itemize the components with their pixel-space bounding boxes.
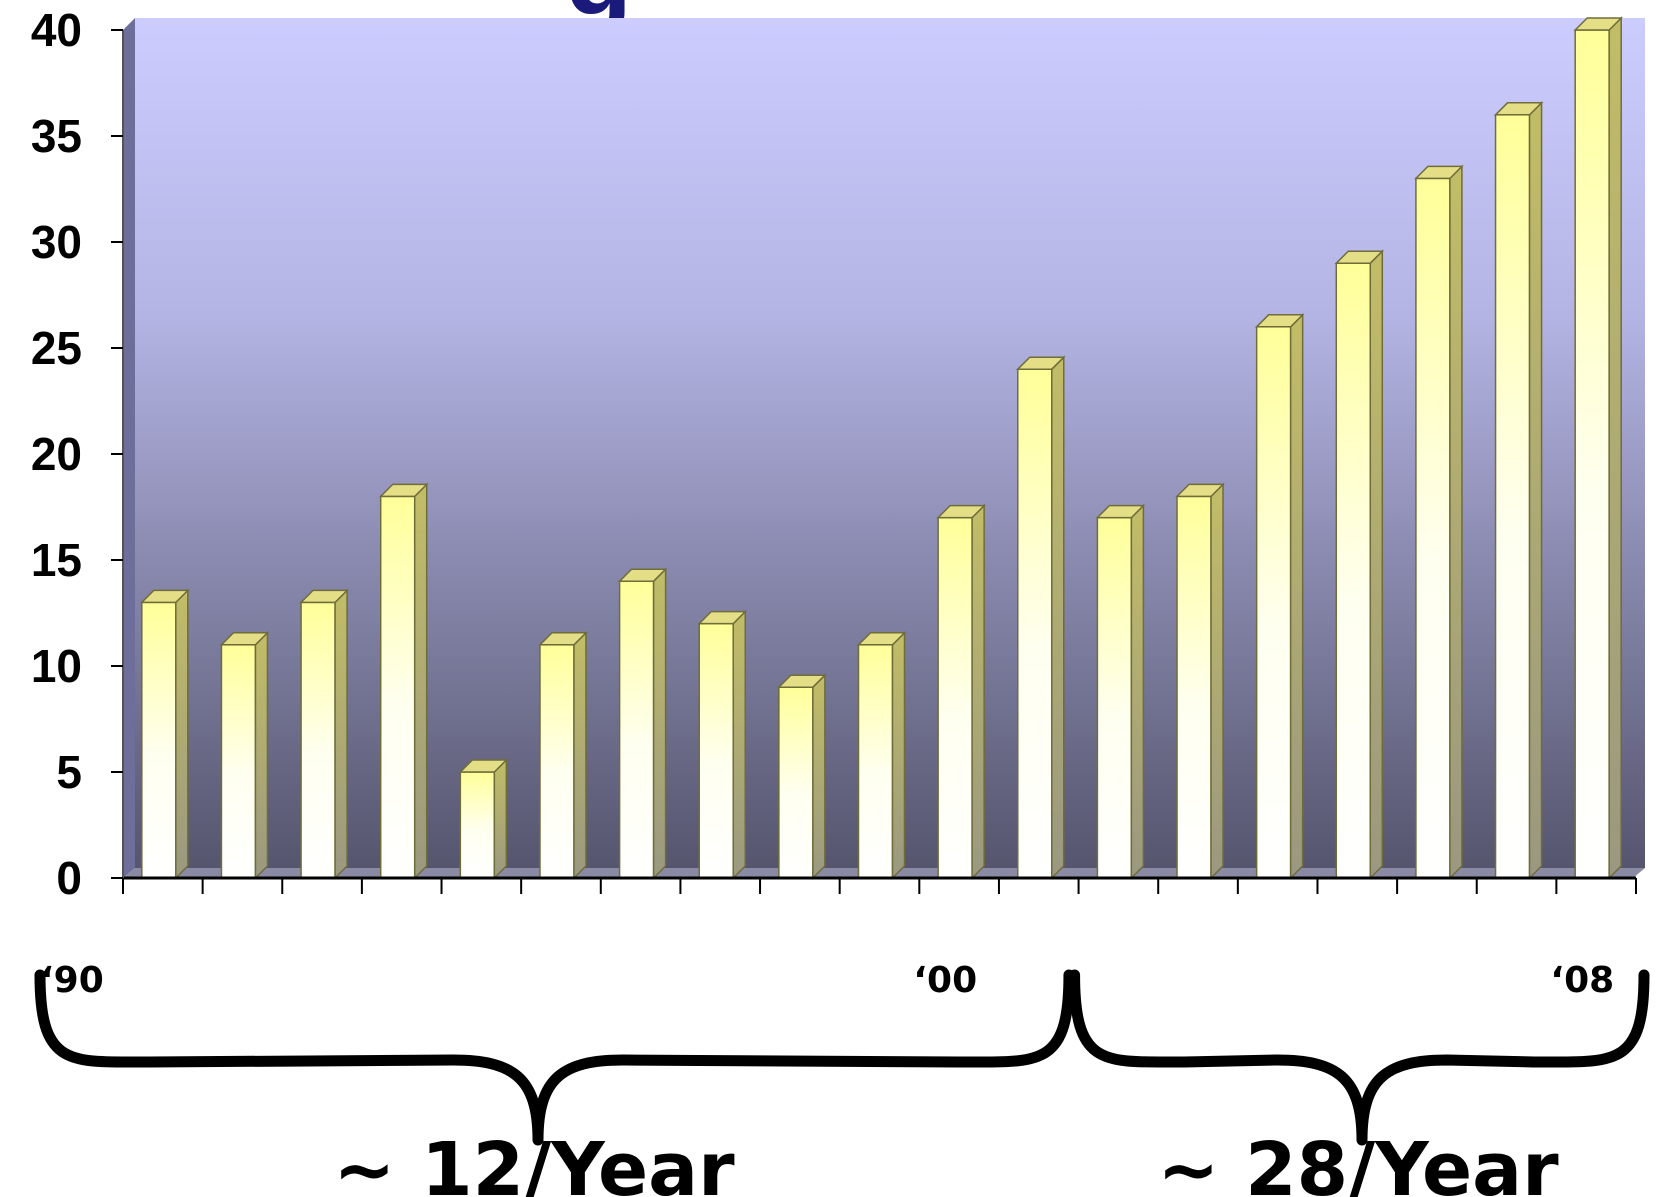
annotation-braces: ~ 12/Year ~ 28/Year [34,969,1650,1197]
bar-side [1369,249,1384,880]
bar-side [891,630,906,880]
bar-front [539,644,575,879]
bar-top [697,610,748,625]
bar-side [493,758,508,880]
rate-annotation-1: ~ 28/Year [1157,1127,1559,1197]
bar-front [1335,262,1372,879]
y-tick-label: 35 [31,110,82,162]
bar-top [1334,250,1385,264]
bar-12 [1095,503,1146,880]
bar-top [219,632,270,646]
rate-annotation-0: ~ 12/Year [333,1127,735,1197]
bar-top [140,589,190,604]
y-tick-label: 15 [31,534,82,586]
bar-front [1494,114,1531,879]
x-label-0: ‘90 [40,960,104,1001]
bar-top [856,632,907,646]
bar-top [378,483,429,498]
bar-6 [617,567,668,880]
plot-left-wall [123,18,135,878]
y-tick-label: 25 [31,322,82,374]
bar-front [778,686,814,879]
bar-top [1573,17,1623,31]
bar-front [1415,177,1451,879]
bar-top [936,504,986,519]
y-tick-label: 40 [31,4,82,56]
bar-side [1130,503,1145,880]
bar-side [1449,164,1463,880]
bar-top [1015,356,1066,370]
bar-front [937,516,973,879]
bar-top [1095,504,1146,519]
bar-10 [936,503,986,880]
bar-front [1017,368,1053,879]
bar-side [1289,312,1304,880]
bar-top [777,674,827,688]
axes [122,30,1637,894]
bar-top [538,632,588,646]
bar-3 [378,482,429,880]
bar-4 [458,758,509,880]
bar-front [379,495,416,879]
brace-1 [1069,969,1650,1146]
bar-side [573,630,587,880]
bar-2 [299,588,349,880]
bar-top [1175,483,1225,498]
y-tick-label: 10 [31,640,82,692]
bar-side [1528,100,1543,880]
bar-side [1608,16,1622,880]
bar-side [971,503,985,880]
x-label-1: ‘00 [913,960,977,1001]
bar-front [141,601,177,879]
bar-side [812,673,826,880]
bar-side [1051,355,1065,880]
brace-0 [34,969,1075,1146]
bar-side [652,567,667,880]
bar-11 [1015,355,1066,880]
x-label-2: ‘08 [1550,960,1614,1001]
bar-side [732,609,746,880]
bar-0 [140,588,190,880]
bar-14 [1254,312,1305,880]
bar-7 [697,609,748,880]
bar-9 [856,630,907,880]
bar-8 [777,673,827,880]
bar-front [1096,516,1133,879]
y-tick-label: 20 [31,428,82,480]
bar-front [1176,495,1212,879]
bar-front [698,622,734,879]
bar-top [617,568,668,582]
bar-side [1210,482,1224,880]
bar-16 [1414,164,1464,880]
bar-front [220,644,257,879]
bar-1 [219,630,270,880]
bar-front [300,601,336,879]
bar-top [458,759,509,773]
bar-front [1255,326,1292,879]
bar-side [413,482,428,880]
bar-top [1493,102,1544,116]
bar-front [459,771,496,879]
bar-front [618,580,655,879]
bar-front [857,644,894,879]
bar-18 [1573,16,1623,880]
bar-side [254,630,269,880]
y-tick-label: 30 [31,216,82,268]
x-axis-labels: ‘90 ‘00 ‘08 [40,960,1614,1001]
y-tick-label: 5 [56,746,82,798]
bar-side [175,588,189,880]
bar-front [1574,29,1610,879]
bar-15 [1334,249,1385,880]
y-axis-ticks: 0 5 10 15 20 25 30 35 40 [31,4,123,904]
bar-13 [1175,482,1225,880]
bar-top [1414,165,1464,180]
bar-5 [538,630,588,880]
bar-top [299,589,349,604]
bar-17 [1493,100,1544,880]
bar-side [334,588,348,880]
y-tick-label: 0 [56,852,82,904]
bar-top [1254,314,1305,328]
